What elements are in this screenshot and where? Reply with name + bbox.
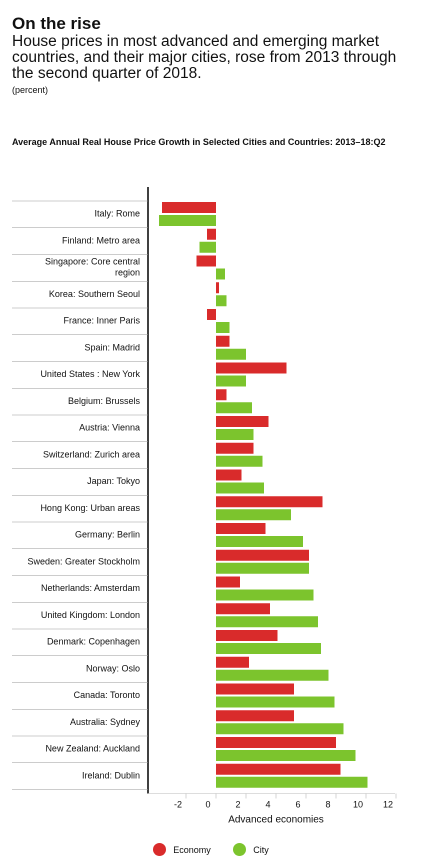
legend: Economy City [0,843,422,858]
bar-economy-9 [216,416,269,427]
legend-item-economy: Economy [153,843,211,856]
bar-city-15 [216,589,314,601]
bar-economy-10 [216,442,254,454]
legend-label-economy: Economy [173,844,211,855]
category-label: Sweden: Greater Stockholm [27,556,140,566]
x-tick-label: 0 [205,800,210,810]
category-label: Denmark: Copenhagen [47,637,140,647]
bar-city-1 [159,215,216,226]
category-label: France: Inner Paris [63,316,140,326]
x-tick-label: 2 [235,800,240,810]
legend-swatch-city [233,843,247,856]
category-label: Germany: Berlin [75,530,140,540]
legend-item-city: City [233,843,269,856]
bar-city-7 [216,375,246,387]
x-tick-label: -2 [174,800,182,810]
category-label: Norway: Oslo [86,663,140,673]
category-label: Spain: Madrid [84,342,140,352]
category-label: United States : New York [40,369,140,379]
bar-economy-15 [216,576,240,588]
bar-economy-4 [216,282,219,294]
bar-city-16 [216,616,318,628]
bar-economy-14 [216,549,309,561]
bar-city-4 [216,295,227,307]
bar-economy-8 [216,389,227,401]
category-label: Canada: Toronto [74,690,140,700]
x-axis-label: Advanced economies [228,815,324,826]
category-label: Singapore: Core central region [45,257,140,278]
page-subtitle: House prices in most advanced and emergi… [12,33,397,82]
category-label: Japan: Tokyo [87,476,140,486]
bar-economy-3 [196,255,216,267]
bar-city-9 [216,429,254,440]
bar-city-17 [216,643,321,654]
bar-economy-18 [216,656,249,668]
legend-label-city: City [253,844,269,855]
bar-economy-11 [216,469,242,481]
bar-economy-13 [216,523,266,534]
x-tick-label: 6 [295,800,300,810]
bar-city-6 [216,348,246,360]
bar-economy-7 [216,362,287,374]
bar-economy-12 [216,496,323,508]
bar-city-21 [216,750,356,761]
x-tick-label: 4 [265,800,270,810]
page-title: On the rise [12,14,101,33]
bar-economy-16 [216,603,270,615]
bar-economy-5 [207,309,216,320]
bar-economy-17 [216,630,278,641]
bar-economy-21 [216,737,336,748]
bar-city-11 [216,482,264,494]
category-label: Netherlands: Amsterdam [41,583,140,593]
category-label: Italy: Rome [94,209,140,219]
category-label: Austria: Vienna [79,423,140,433]
bar-economy-20 [216,710,294,722]
bar-city-20 [216,723,344,735]
bar-economy-2 [207,228,216,240]
category-label: United Kingdom: London [41,610,140,620]
x-tick-label: 8 [325,800,330,810]
chart-title: Average Annual Real House Price Growth i… [12,137,386,147]
category-label: Australia: Sydney [70,717,141,727]
category-label: Finland: Metro area [62,235,140,245]
header: On the rise House prices in most advance… [12,14,412,95]
bar-economy-19 [216,683,294,695]
category-label: Belgium: Brussels [68,396,141,406]
units-note: (percent) [12,85,49,95]
bar-city-5 [216,322,230,333]
bar-economy-6 [216,335,230,347]
bar-city-22 [216,776,368,788]
bar-economy-22 [216,763,341,775]
category-label: New Zealand: Auckland [45,744,140,754]
x-tick-label: 10 [353,800,363,810]
bar-city-19 [216,696,335,708]
bar-city-3 [216,268,225,280]
bar-economy-1 [162,202,216,213]
category-label: Korea: Southern Seoul [49,289,140,299]
category-label: Switzerland: Zurich area [43,449,140,459]
x-tick-label: 12 [383,800,393,810]
bar-city-2 [199,241,216,253]
bar-city-14 [216,562,309,574]
bar-city-13 [216,536,303,547]
bar-city-10 [216,455,263,467]
category-label: Ireland: Dublin [82,770,140,780]
category-label: Hong Kong: Urban areas [40,503,140,513]
bar-city-18 [216,669,329,681]
bar-city-12 [216,509,291,521]
legend-swatch-economy [153,843,167,856]
bar-city-8 [216,402,252,414]
